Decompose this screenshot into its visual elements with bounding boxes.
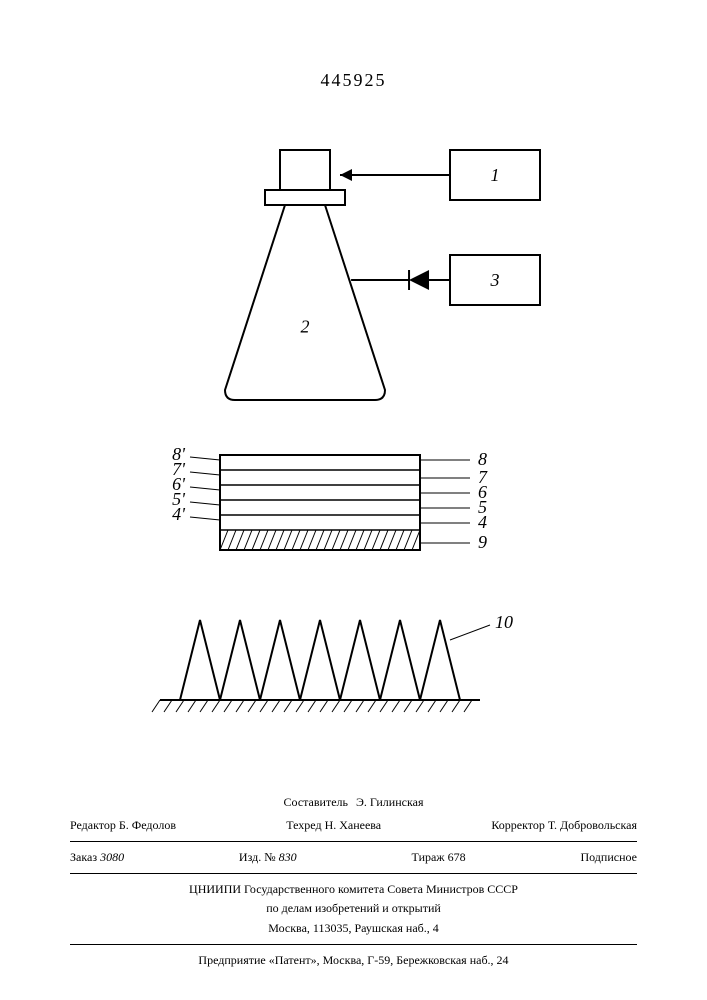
svg-text:8: 8	[478, 449, 487, 469]
svg-text:3: 3	[490, 270, 500, 290]
tirazh-no: 678	[448, 850, 466, 864]
tirazh-label: Тираж	[412, 850, 445, 864]
izd-no: 830	[279, 850, 297, 864]
colophon: Составитель Э. Гилинская Редактор Б. Фед…	[70, 789, 637, 970]
corrector-name: Т. Добровольская	[548, 818, 637, 832]
svg-text:4': 4'	[172, 504, 186, 524]
svg-text:1: 1	[491, 165, 500, 185]
techred-label: Техред	[286, 818, 321, 832]
corrector-label: Корректор	[491, 818, 545, 832]
page-number: 445925	[0, 70, 707, 91]
divider	[70, 841, 637, 842]
techred-name: Н. Ханеева	[325, 818, 382, 832]
org-line-2: по делам изобретений и открытий	[70, 899, 637, 918]
compiler-name: Э. Гилинская	[356, 793, 423, 812]
editor-name: Б. Федолов	[119, 818, 176, 832]
svg-text:9: 9	[478, 532, 487, 552]
divider	[70, 944, 637, 945]
svg-text:2: 2	[301, 317, 310, 337]
org-line-1: ЦНИИПИ Государственного комитета Совета …	[70, 880, 637, 899]
technical-diagram: 1328'7'6'5'4'87654910	[0, 120, 707, 770]
compiler-label: Составитель	[284, 793, 348, 812]
divider	[70, 873, 637, 874]
org-line-3: Москва, 113035, Раушская наб., 4	[70, 919, 637, 938]
svg-text:10: 10	[495, 612, 513, 632]
order-label: Заказ	[70, 850, 97, 864]
svg-text:4: 4	[478, 512, 487, 532]
press-line: Предприятие «Патент», Москва, Г-59, Бере…	[70, 951, 637, 970]
izd-label: Изд. №	[239, 850, 276, 864]
subscription: Подписное	[580, 848, 637, 867]
order-no: 3080	[100, 850, 124, 864]
editor-label: Редактор	[70, 818, 116, 832]
